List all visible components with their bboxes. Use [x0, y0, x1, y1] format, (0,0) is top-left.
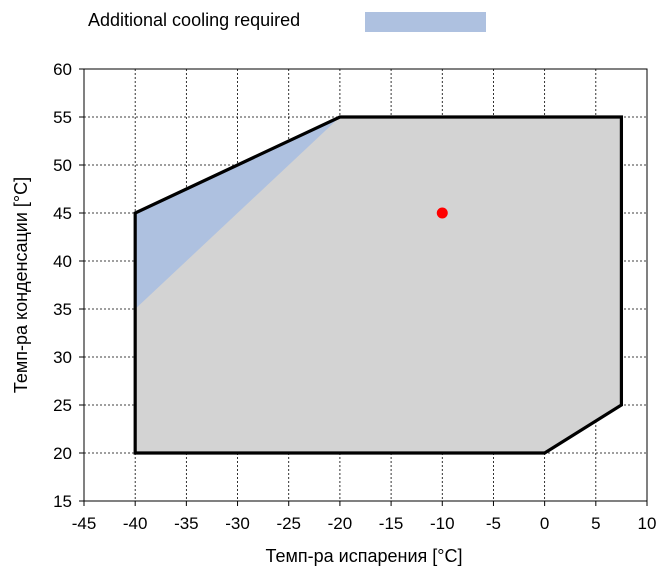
y-axis-title: Темп-ра конденсации [°C]: [11, 177, 31, 393]
x-tick-label-9: 0: [540, 514, 549, 533]
x-tick-label-3: -30: [225, 514, 250, 533]
legend-label-additional-cooling: Additional cooling required: [88, 10, 300, 30]
y-tick-label-4: 35: [53, 300, 72, 319]
x-tick-label-1: -40: [123, 514, 148, 533]
x-tick-label-4: -25: [276, 514, 301, 533]
x-tick-label-11: 10: [638, 514, 657, 533]
envelope-border: [133, 115, 624, 455]
operating-point: [436, 207, 448, 219]
legend: Additional cooling required: [88, 10, 486, 32]
y-tick-label-3: 30: [53, 348, 72, 367]
y-tick-label-1: 20: [53, 444, 72, 463]
y-tick-label-9: 60: [53, 60, 72, 79]
y-axis-ticks: 15 20 25 30 35 40 45 50 55 60: [53, 60, 84, 511]
x-tick-label-7: -10: [430, 514, 455, 533]
y-tick-label-7: 50: [53, 156, 72, 175]
x-tick-label-2: -35: [174, 514, 199, 533]
x-tick-label-6: -15: [379, 514, 404, 533]
x-axis-ticks: -45 -40 -35 -30 -25 -20 -15 -10 -5 0 5 10: [72, 501, 657, 533]
x-tick-label-8: -5: [486, 514, 501, 533]
y-tick-label-5: 40: [53, 252, 72, 271]
y-tick-label-0: 15: [53, 492, 72, 511]
y-tick-label-2: 25: [53, 396, 72, 415]
x-tick-label-10: 5: [591, 514, 600, 533]
legend-swatch-additional-cooling: [365, 12, 486, 32]
x-tick-label-5: -20: [328, 514, 353, 533]
y-tick-label-8: 55: [53, 108, 72, 127]
plot-area: [133, 115, 624, 455]
plot-border: [83, 68, 648, 502]
y-tick-label-6: 45: [53, 204, 72, 223]
x-tick-label-0: -45: [72, 514, 97, 533]
plot-frame: [83, 68, 648, 502]
cooling-region: [135, 117, 340, 309]
envelope-fill: [135, 117, 622, 453]
x-axis-title: Темп-ра испарения [°C]: [266, 546, 463, 566]
